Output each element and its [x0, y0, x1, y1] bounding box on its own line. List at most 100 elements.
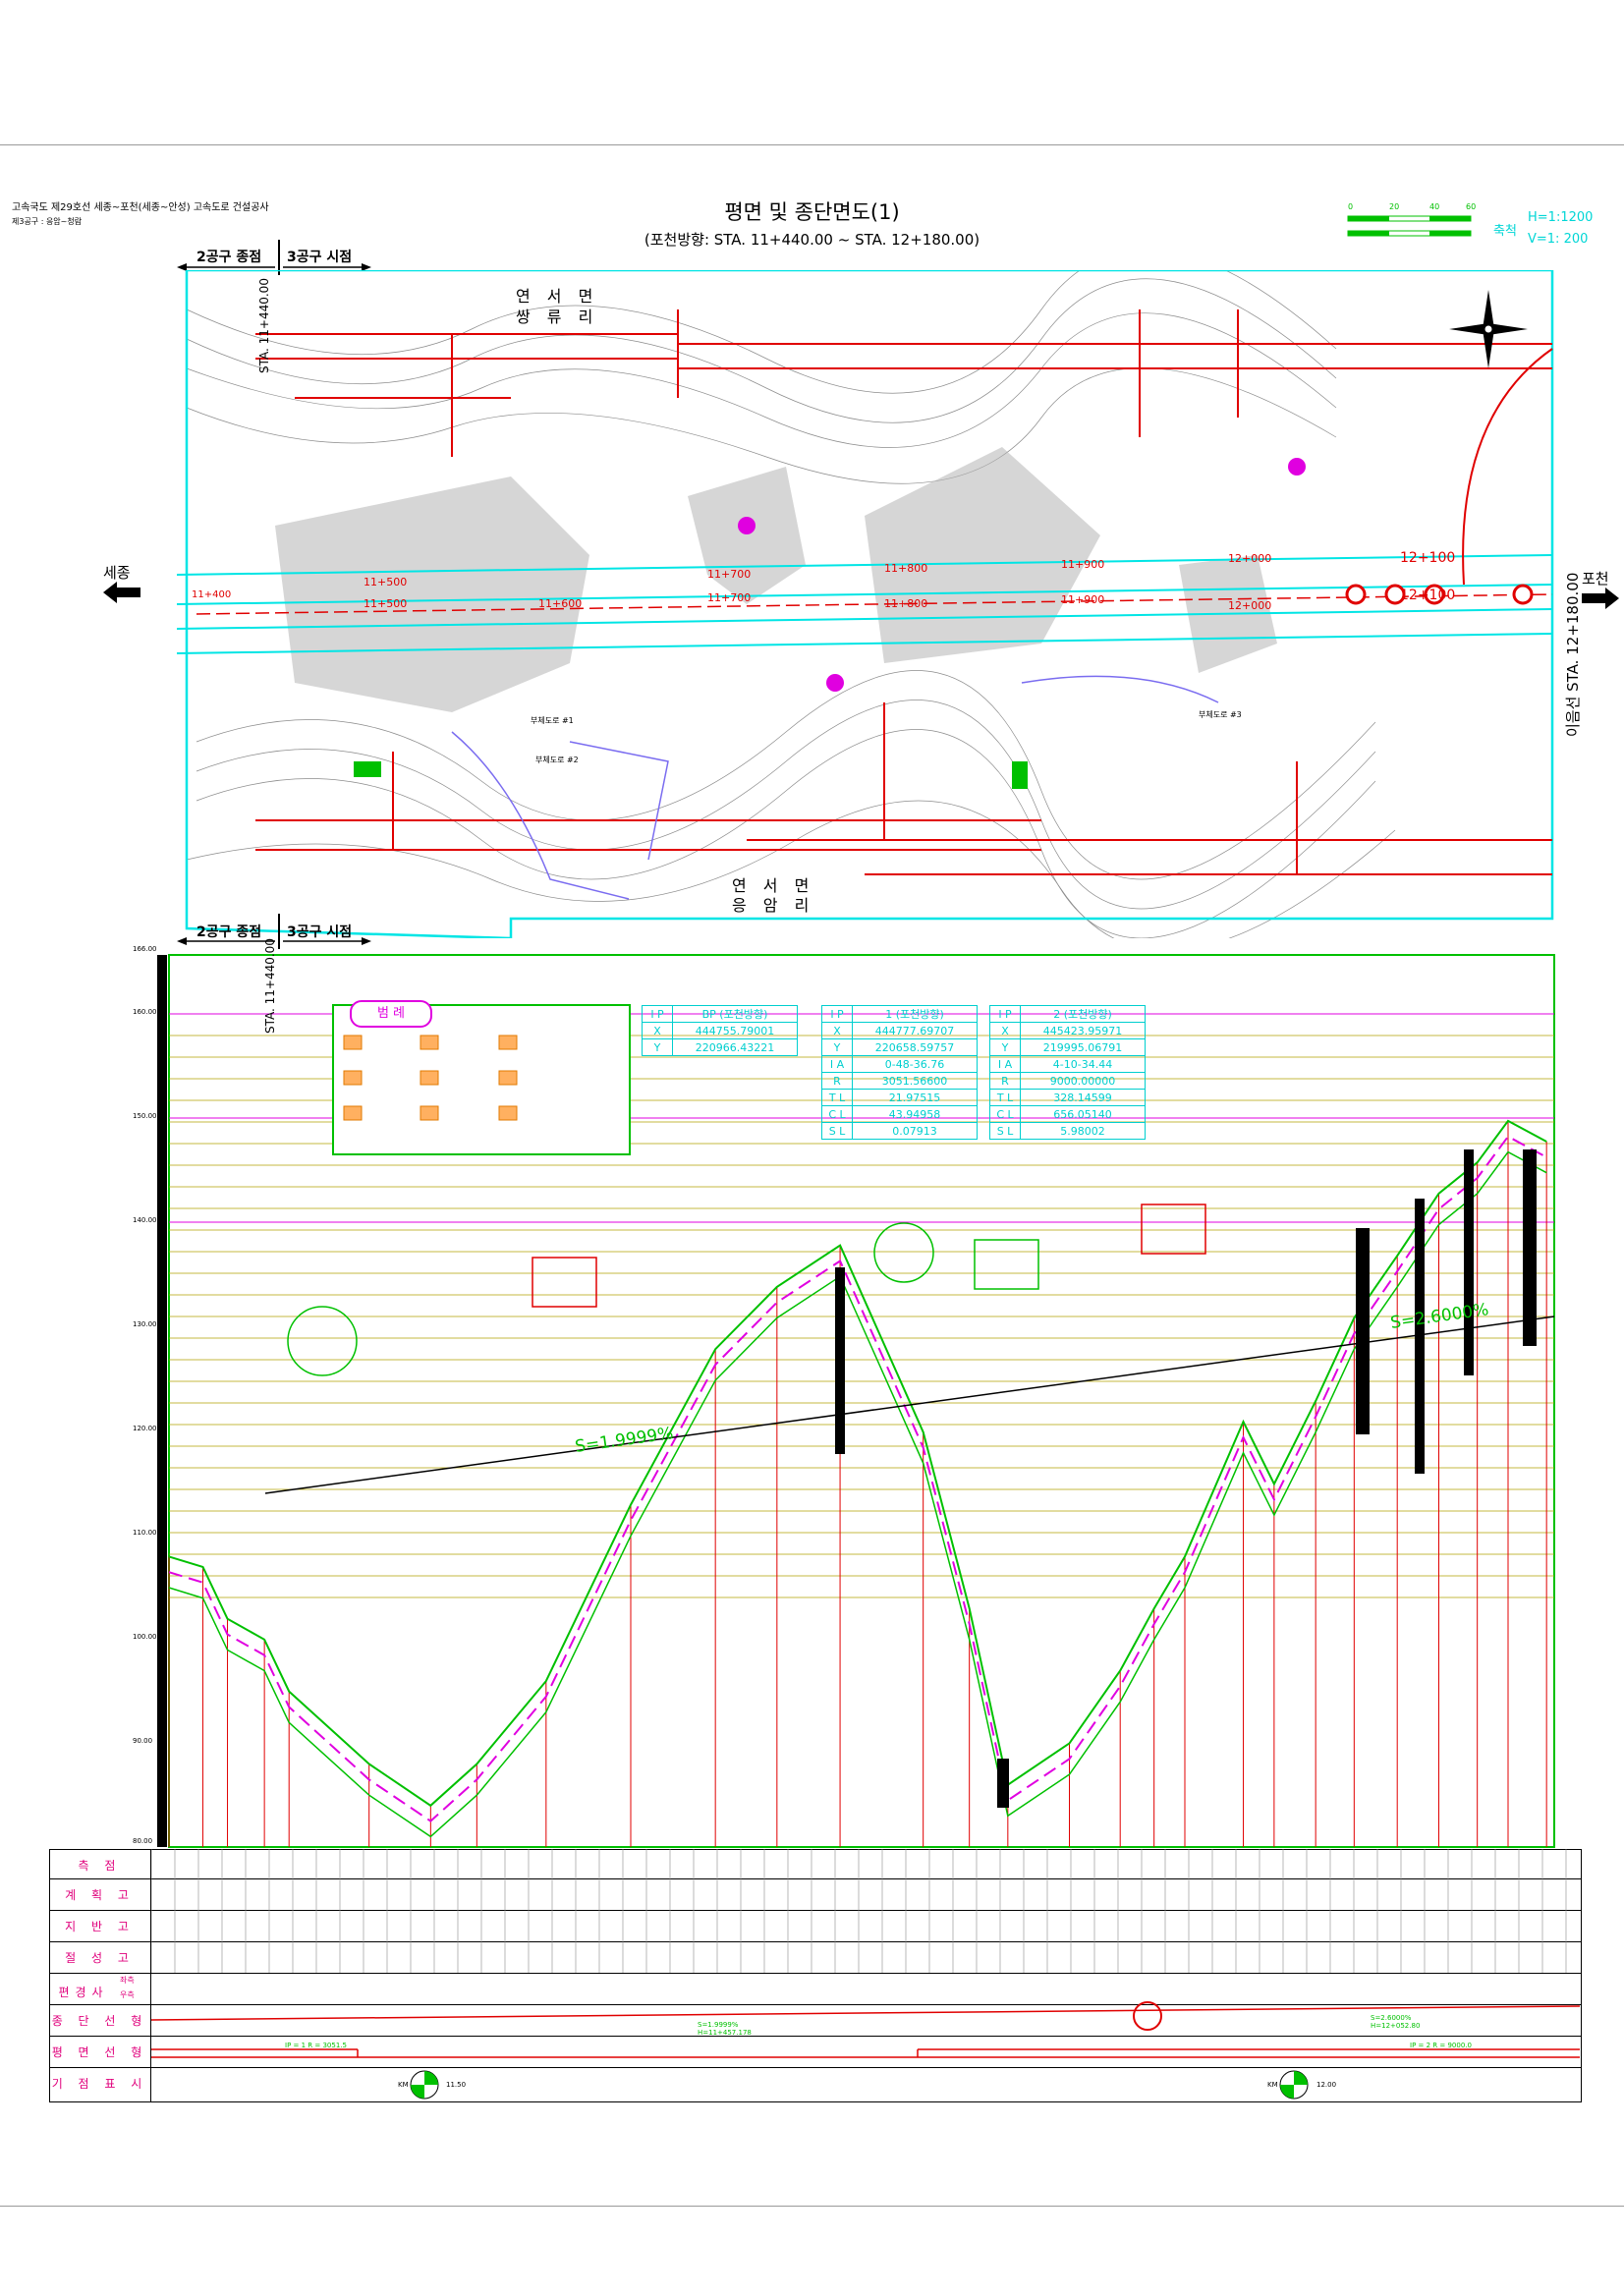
ip2-v0: 2 (포천방향): [1020, 1005, 1146, 1023]
profile-zone-start: 3공구 시점: [287, 924, 353, 940]
ip1-v2: 220658.59757: [852, 1038, 978, 1056]
drawing-subtitle: (포천방향: STA. 11+440.00 ~ STA. 12+180.00): [644, 231, 980, 249]
ip1-k4: R: [821, 1072, 853, 1090]
chainage-11600: 11+600: [538, 597, 583, 610]
elev-80: 80.00: [133, 1837, 153, 1845]
plan-note-1: IP = 1 R = 3051.5: [285, 2042, 347, 2049]
ip2-v3: 4-10-34.44: [1020, 1055, 1146, 1073]
scale-vertical: V=1: 200: [1528, 232, 1589, 247]
plan-top-area-2: 쌍 류 리: [516, 308, 599, 326]
scale-horizontal: H=1:1200: [1528, 210, 1594, 225]
right-arrow-icon: [1582, 588, 1619, 609]
row-label-ground-elev: 지 반 고: [65, 1920, 135, 1933]
ip2-k7: S L: [989, 1122, 1021, 1140]
project-info: 고속국도 제29호선 세종~포천(세종~안성) 고속도로 건설공사 제3공구 :…: [12, 201, 269, 229]
ip2-v6: 656.05140: [1020, 1105, 1146, 1123]
ip2-k0: I P: [989, 1005, 1021, 1023]
ip1-k0: I P: [821, 1005, 853, 1023]
ip1-v1: 444777.69707: [852, 1022, 978, 1039]
elev-110: 110.00: [133, 1529, 157, 1537]
ip-bp-v2: 220966.43221: [672, 1038, 798, 1056]
side-road-3-label: 부체도로 #3: [1199, 710, 1242, 719]
ip2-k4: R: [989, 1072, 1021, 1090]
plan-end-sta: 이음선 STA. 12+180.00: [1564, 572, 1582, 737]
scale-tick-0: 0: [1348, 202, 1354, 211]
ip-bp-k1: X: [642, 1022, 673, 1039]
plan-boundary: [185, 270, 1554, 938]
project-line: 고속국도 제29호선 세종~포천(세종~안성) 고속도로 건설공사: [12, 202, 269, 213]
bottom-border-line: [0, 2206, 1624, 2207]
chainage-11500-b: 11+500: [364, 597, 408, 610]
chainage-11800-a: 11+800: [884, 562, 928, 575]
row-label-origin: 기 점 표 시: [51, 2077, 148, 2091]
ip1-k2: Y: [821, 1038, 853, 1056]
left-arrow-icon: [103, 582, 140, 603]
cant-right: 우측: [120, 1990, 135, 1999]
km-value-2: 12.00: [1316, 2081, 1337, 2089]
km-marker-2: [1279, 2070, 1309, 2100]
row-label-plan-elev: 계 획 고: [65, 1888, 135, 1902]
right-direction-label: 포천: [1582, 570, 1609, 588]
legend-box: 범 례: [332, 1000, 631, 1155]
elev-120: 120.00: [133, 1425, 157, 1432]
chainage-11900-b: 11+900: [1061, 593, 1105, 606]
ip1-k7: S L: [821, 1122, 853, 1140]
elevation-grid: [169, 1013, 1554, 1598]
ip2-k6: C L: [989, 1105, 1021, 1123]
plan-zone-arrows: [177, 240, 371, 275]
profile-start-sta: STA. 11+440.00: [263, 938, 277, 1034]
table-graphics: [151, 1849, 1580, 2100]
plan-bottom-area-1: 연 서 면: [732, 876, 815, 895]
ip1-v6: 43.94958: [852, 1105, 978, 1123]
drawing-title: 평면 및 종단면도(1): [724, 200, 900, 224]
ip2-v2: 219995.06791: [1020, 1038, 1146, 1056]
ip1-v5: 21.97515: [852, 1089, 978, 1106]
profile-zone-end: 2공구 종점: [196, 924, 262, 940]
left-direction-label: 세종: [103, 564, 131, 582]
elev-100: 100.00: [133, 1633, 157, 1641]
km-marker-1: [410, 2070, 439, 2100]
ip-table-bp: I P BP (포천방향) X 444755.79001 Y 220966.43221: [642, 1005, 798, 1056]
highway-lines: [176, 554, 1553, 654]
ip1-v0: 1 (포천방향): [852, 1005, 978, 1023]
centerline: [196, 593, 1553, 615]
plan-zone-end: 2공구 종점: [196, 250, 262, 265]
scale-tick-60: 60: [1466, 202, 1477, 211]
row-label-vertical: 종 단 선 형: [51, 2014, 148, 2028]
scale-block: 0 20 40 60: [1346, 202, 1484, 246]
legend-title: 범 례: [350, 1000, 432, 1028]
plan-zone-start: 3공구 시점: [287, 250, 353, 265]
ground-line: [168, 1119, 1547, 1808]
ramp-curve: [1462, 348, 1553, 586]
chainage-12100-b: 12+100: [1400, 588, 1456, 603]
plan-start-sta: STA. 11+440.00: [257, 278, 271, 373]
scale-tick-40: 40: [1429, 202, 1440, 211]
ip2-v4: 9000.00000: [1020, 1072, 1146, 1090]
profile-zone-arrows: [177, 914, 371, 949]
design-line: [168, 1135, 1547, 1822]
ip2-k5: T L: [989, 1089, 1021, 1106]
chainage-11800-b: 11+800: [884, 597, 928, 610]
elev-140: 140.00: [133, 1216, 157, 1224]
profile-drawing: [157, 954, 1555, 1848]
red-property-lines: [255, 309, 1552, 875]
plan-bottom-area-2: 응 암 리: [732, 896, 815, 915]
chainage-11700-a: 11+700: [707, 568, 752, 581]
section-line: 제3공구 : 응암~청람: [12, 217, 83, 226]
ip1-k1: X: [821, 1022, 853, 1039]
side-road-2-label: 부체도로 #2: [535, 756, 579, 764]
ip2-v5: 328.14599: [1020, 1089, 1146, 1106]
top-border-line: [0, 144, 1624, 145]
structure-columns: [835, 1149, 1537, 1808]
elev-150: 150.00: [133, 1112, 157, 1120]
profile-data-table: 측 점 계 획 고 지 반 고 절 성 고 편경사 좌측 우측 종 단 선 형 …: [49, 1849, 1582, 2102]
vertical-note-3: S=2.6000%: [1371, 2014, 1412, 2022]
ip1-k3: I A: [821, 1055, 853, 1073]
callout-circles: [287, 1222, 1039, 1376]
chainage-11400: 11+400: [192, 589, 232, 600]
legend-swatches: [343, 1035, 518, 1121]
ip2-k1: X: [989, 1022, 1021, 1039]
ip2-k2: Y: [989, 1038, 1021, 1056]
grade-line: [264, 1316, 1555, 1494]
